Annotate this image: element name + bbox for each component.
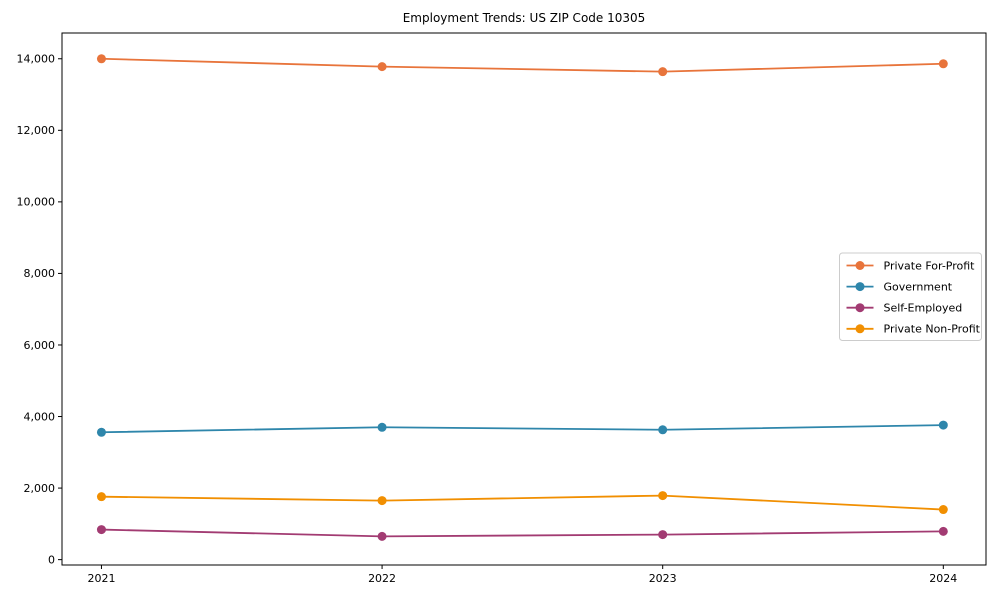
y-axis-tick-label: 4,000: [24, 410, 56, 423]
x-axis-tick-label: 2024: [929, 572, 957, 585]
data-point-government-2024: [938, 420, 948, 430]
series-government: [96, 420, 948, 437]
y-axis: 0 2,000 4,000 6,000 8,000 10,000 12,000 14,000: [17, 53, 62, 566]
legend-label-self-employed: Self-Employed: [884, 302, 963, 315]
legend-box: [839, 252, 982, 341]
legend-entry-government: Government: [846, 280, 953, 293]
series-line-government: [100, 424, 945, 434]
data-point-private-non-profit-2023: [658, 491, 668, 501]
y-axis-tick-label: 0: [48, 553, 55, 566]
y-axis-tick-label: 14,000: [17, 53, 56, 66]
series-private-for-profit: [96, 54, 948, 77]
legend-marker-government: [855, 282, 865, 292]
series-line-private-non-profit: [100, 494, 945, 511]
plot-area-border: [61, 32, 987, 566]
data-point-private-non-profit-2024: [938, 505, 948, 515]
data-point-private-non-profit-2022: [377, 496, 387, 506]
x-axis-tick-label: 2023: [649, 572, 677, 585]
y-axis-tick-label: 8,000: [24, 267, 56, 280]
legend-marker-private-non-profit: [855, 324, 865, 334]
legend-entry-private-non-profit: Private Non-Profit: [846, 323, 981, 336]
x-axis: 2021 2022 2023 2024: [87, 565, 957, 585]
data-point-self-employed-2021: [96, 525, 106, 535]
legend-marker-self-employed: [855, 303, 865, 313]
y-axis-tick-label: 12,000: [17, 124, 56, 137]
series-private-non-profit: [96, 491, 948, 515]
legend-label-private-for-profit: Private For-Profit: [884, 259, 976, 272]
data-point-government-2023: [658, 425, 668, 435]
y-axis-tick-label: 6,000: [24, 339, 56, 352]
series-line-self-employed: [100, 528, 945, 538]
series-line-private-for-profit: [100, 57, 945, 73]
data-point-government-2021: [96, 427, 106, 437]
data-point-government-2022: [377, 422, 387, 432]
legend-label-private-non-profit: Private Non-Profit: [884, 323, 981, 336]
series-self-employed: [96, 525, 948, 541]
x-axis-tick-label: 2022: [368, 572, 396, 585]
data-point-private-non-profit-2021: [96, 492, 106, 502]
data-point-private-for-profit-2023: [658, 67, 668, 77]
data-point-self-employed-2022: [377, 531, 387, 541]
data-point-self-employed-2023: [658, 530, 668, 540]
y-axis-tick-label: 10,000: [17, 196, 56, 209]
data-point-self-employed-2024: [938, 526, 948, 536]
legend: Private For-Profit Government Self-Employe…: [839, 252, 982, 341]
legend-label-government: Government: [884, 280, 953, 293]
legend-entry-self-employed: Self-Employed: [846, 302, 963, 315]
chart-title: Employment Trends: US ZIP Code 10305: [403, 11, 646, 25]
data-point-private-for-profit-2022: [377, 62, 387, 72]
data-point-private-for-profit-2024: [938, 59, 948, 69]
legend-marker-private-for-profit: [855, 261, 865, 270]
legend-entry-private-for-profit: Private For-Profit: [846, 259, 976, 272]
y-axis-tick-label: 2,000: [24, 482, 56, 495]
data-point-private-for-profit-2021: [96, 54, 106, 64]
x-axis-tick-label: 2021: [87, 572, 115, 585]
